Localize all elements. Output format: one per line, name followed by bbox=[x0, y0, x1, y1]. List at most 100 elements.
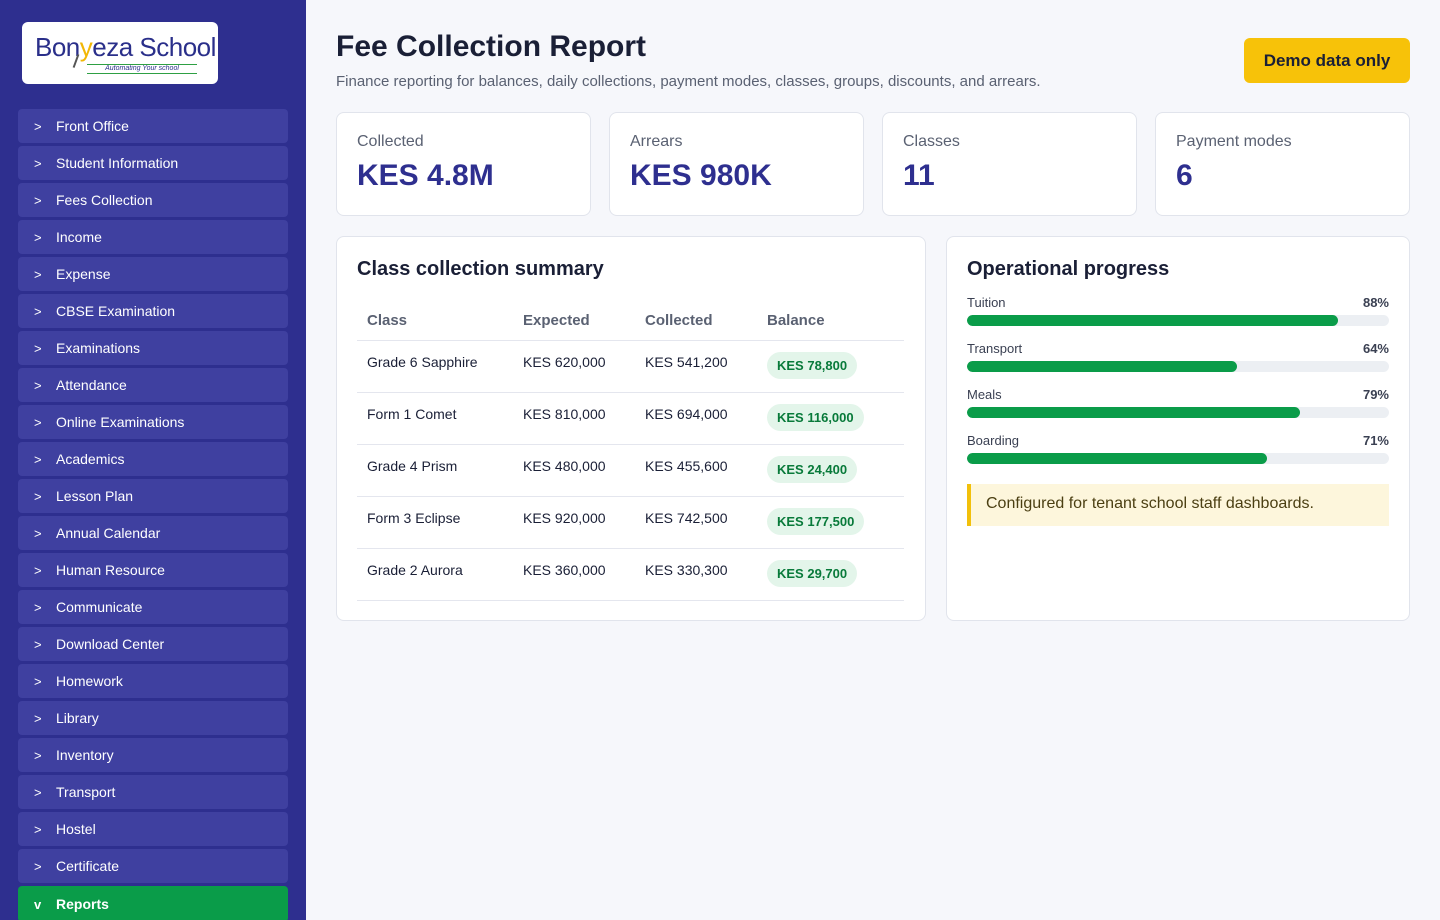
sidebar-item-cbse-examination[interactable]: > CBSE Examination bbox=[18, 294, 288, 328]
sidebar-item-label: Lesson Plan bbox=[56, 488, 134, 504]
sidebar-item-certificate[interactable]: > Certificate bbox=[18, 849, 288, 883]
page-subtitle: Finance reporting for balances, daily co… bbox=[336, 73, 1041, 90]
sidebar-item-fees-collection[interactable]: > Fees Collection bbox=[18, 183, 288, 217]
cell-balance: KES 29,700 bbox=[757, 548, 904, 601]
chevron-right-icon: > bbox=[34, 451, 42, 467]
stat-card-classes: Classes 11 bbox=[882, 112, 1137, 216]
column-header-collected[interactable]: Collected bbox=[635, 299, 757, 341]
sidebar-item-income[interactable]: > Income bbox=[18, 220, 288, 254]
sidebar-item-hostel[interactable]: > Hostel bbox=[18, 812, 288, 846]
sidebar-item-transport[interactable]: > Transport bbox=[18, 775, 288, 809]
cell-expected: KES 810,000 bbox=[513, 392, 635, 445]
sidebar-item-academics[interactable]: > Academics bbox=[18, 442, 288, 476]
stat-value: 6 bbox=[1176, 159, 1193, 192]
balance-badge: KES 177,500 bbox=[767, 507, 865, 535]
progress-fill bbox=[967, 407, 1301, 418]
chevron-right-icon: > bbox=[34, 599, 42, 615]
cell-expected: KES 620,000 bbox=[513, 340, 635, 393]
column-header-expected[interactable]: Expected bbox=[513, 299, 635, 341]
sidebar-item-label: Expense bbox=[56, 266, 111, 282]
sidebar-item-examinations[interactable]: > Examinations bbox=[18, 331, 288, 365]
progress-meals: Meals 79% bbox=[967, 387, 1389, 419]
school-logo[interactable]: Bonyeza School Automating Your school bbox=[22, 22, 218, 84]
chevron-right-icon: > bbox=[34, 747, 42, 763]
stat-label: Payment modes bbox=[1176, 133, 1292, 150]
balance-badge: KES 29,700 bbox=[767, 559, 858, 587]
sidebar-item-label: Attendance bbox=[56, 377, 127, 393]
sidebar-item-lesson-plan[interactable]: > Lesson Plan bbox=[18, 479, 288, 513]
sidebar-item-label: CBSE Examination bbox=[56, 303, 176, 319]
progress-boarding: Boarding 71% bbox=[967, 433, 1389, 465]
progress-label: Boarding bbox=[967, 433, 1020, 448]
sidebar-item-label: Hostel bbox=[56, 821, 96, 837]
chevron-down-icon: v bbox=[34, 896, 42, 912]
chevron-right-icon: > bbox=[34, 636, 42, 652]
stat-value: KES 980K bbox=[630, 159, 772, 192]
info-note: Configured for tenant school staff dashb… bbox=[967, 484, 1389, 526]
chevron-right-icon: > bbox=[34, 562, 42, 578]
chevron-right-icon: > bbox=[34, 673, 42, 689]
demo-data-button[interactable]: Demo data only bbox=[1244, 38, 1410, 83]
sidebar-item-label: Homework bbox=[56, 673, 123, 689]
table-row: Grade 2 Aurora KES 360,000 KES 330,300 KES … bbox=[357, 548, 904, 601]
column-header-balance[interactable]: Balance bbox=[757, 299, 904, 341]
chevron-right-icon: > bbox=[34, 340, 42, 356]
progress-transport: Transport 64% bbox=[967, 341, 1389, 373]
progress-track bbox=[967, 315, 1389, 326]
progress-fill bbox=[967, 315, 1339, 326]
class-summary-table: Class Expected Collected Balance Grade 6… bbox=[357, 299, 904, 601]
sidebar-item-communicate[interactable]: > Communicate bbox=[18, 590, 288, 624]
chevron-right-icon: > bbox=[34, 858, 42, 874]
progress-fill bbox=[967, 361, 1238, 372]
column-header-class[interactable]: Class bbox=[357, 299, 513, 341]
sidebar-item-label: Inventory bbox=[56, 747, 114, 763]
sidebar: Bonyeza School Automating Your school > F… bbox=[0, 0, 306, 920]
sidebar-item-online-examinations[interactable]: > Online Examinations bbox=[18, 405, 288, 439]
sidebar-item-human-resource[interactable]: > Human Resource bbox=[18, 553, 288, 587]
stat-card-payment-modes: Payment modes 6 bbox=[1155, 112, 1410, 216]
sidebar-item-front-office[interactable]: > Front Office bbox=[18, 109, 288, 143]
progress-percent: 64% bbox=[1362, 341, 1389, 356]
sidebar-item-reports[interactable]: v Reports bbox=[18, 886, 288, 920]
sidebar-item-label: Communicate bbox=[56, 599, 143, 615]
sidebar-item-inventory[interactable]: > Inventory bbox=[18, 738, 288, 772]
progress-track bbox=[967, 361, 1389, 372]
progress-tuition: Tuition 88% bbox=[967, 295, 1389, 327]
panel-title: Class collection summary bbox=[357, 258, 604, 280]
cell-balance: KES 116,000 bbox=[757, 392, 904, 445]
progress-percent: 71% bbox=[1362, 433, 1389, 448]
main-content: Fee Collection Report Finance reporting … bbox=[306, 0, 1440, 920]
sidebar-item-attendance[interactable]: > Attendance bbox=[18, 368, 288, 402]
cell-collected: KES 330,300 bbox=[635, 548, 757, 601]
sidebar-item-label: Transport bbox=[56, 784, 116, 800]
logo-y-glyph: y bbox=[79, 32, 93, 62]
sidebar-item-label: Library bbox=[56, 710, 99, 726]
sidebar-item-label: Reports bbox=[56, 896, 109, 912]
progress-label: Transport bbox=[967, 341, 1023, 356]
cell-class: Form 3 Eclipse bbox=[357, 496, 513, 549]
sidebar-item-label: Annual Calendar bbox=[56, 525, 161, 541]
progress-label: Tuition bbox=[967, 295, 1006, 310]
sidebar-item-expense[interactable]: > Expense bbox=[18, 257, 288, 291]
cell-collected: KES 694,000 bbox=[635, 392, 757, 445]
sidebar-item-homework[interactable]: > Homework bbox=[18, 664, 288, 698]
sidebar-item-label: Examinations bbox=[56, 340, 141, 356]
chevron-right-icon: > bbox=[34, 414, 42, 430]
chevron-right-icon: > bbox=[34, 710, 42, 726]
stat-card-arrears: Arrears KES 980K bbox=[609, 112, 864, 216]
stat-value: 11 bbox=[903, 159, 935, 192]
sidebar-item-library[interactable]: > Library bbox=[18, 701, 288, 735]
table-row: Grade 6 Sapphire KES 620,000 KES 541,200 KE… bbox=[357, 340, 904, 393]
cell-expected: KES 920,000 bbox=[513, 496, 635, 549]
chevron-right-icon: > bbox=[34, 229, 42, 245]
chevron-right-icon: > bbox=[34, 303, 42, 319]
sidebar-item-student-information[interactable]: > Student Information bbox=[18, 146, 288, 180]
sidebar-item-download-center[interactable]: > Download Center bbox=[18, 627, 288, 661]
cell-collected: KES 455,600 bbox=[635, 444, 757, 497]
sidebar-item-label: Online Examinations bbox=[56, 414, 185, 430]
table-row: Form 3 Eclipse KES 920,000 KES 742,500 KES … bbox=[357, 496, 904, 549]
stat-label: Collected bbox=[357, 133, 424, 150]
sidebar-item-annual-calendar[interactable]: > Annual Calendar bbox=[18, 516, 288, 550]
chevron-right-icon: > bbox=[34, 266, 42, 282]
sidebar-item-label: Income bbox=[56, 229, 102, 245]
